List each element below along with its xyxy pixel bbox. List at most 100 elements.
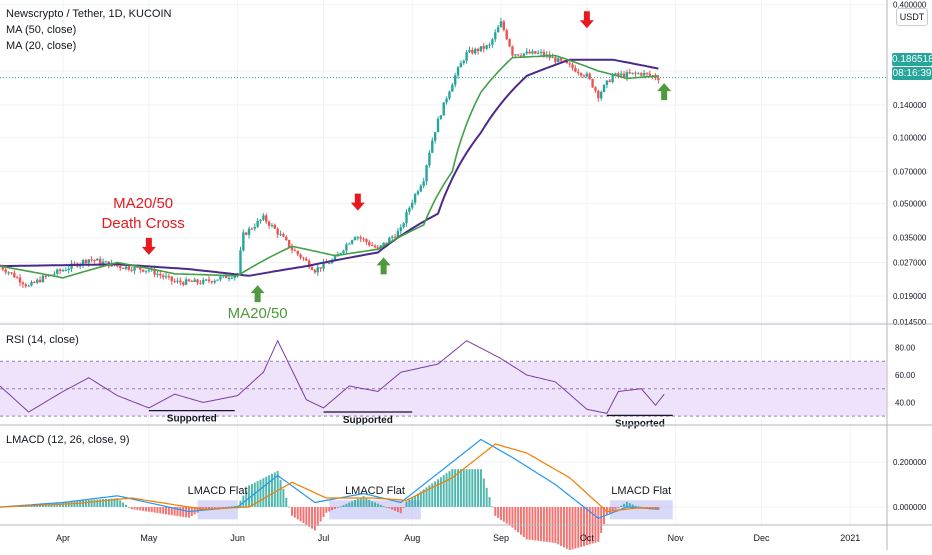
candle <box>557 57 560 63</box>
histogram-bar <box>657 507 660 510</box>
histogram-bar <box>147 507 150 512</box>
histogram-bar <box>153 507 156 513</box>
currency-button[interactable]: USDT <box>896 8 928 26</box>
histogram-bar <box>422 489 425 507</box>
candle-body <box>617 73 620 76</box>
candle-body <box>196 279 199 283</box>
candle <box>262 213 265 222</box>
histogram-bar <box>408 499 411 507</box>
candle <box>528 49 531 55</box>
histogram-bar <box>502 507 505 522</box>
candle <box>628 68 632 75</box>
candle-body <box>224 274 228 279</box>
supported-label: Supported <box>615 418 665 429</box>
histogram-bar <box>139 507 142 511</box>
histogram-bar <box>419 491 422 507</box>
candle-body <box>496 27 500 33</box>
candle-body <box>620 73 623 76</box>
candle-body <box>339 253 342 255</box>
candle-body <box>565 61 569 64</box>
candle <box>350 239 354 245</box>
ma20-legend[interactable]: MA (20, close) <box>6 40 77 52</box>
candle-body <box>345 244 348 251</box>
candle <box>617 71 620 79</box>
candle-body <box>462 60 465 64</box>
candle <box>353 236 357 241</box>
candle <box>574 65 577 73</box>
candle <box>599 90 603 101</box>
candle-body <box>204 279 208 281</box>
histogram-bar <box>571 507 574 550</box>
candle <box>167 273 171 280</box>
histogram-bar <box>207 507 210 509</box>
candle <box>433 132 437 144</box>
histogram-bar <box>308 507 311 527</box>
histogram-bar <box>110 498 113 507</box>
histogram-bar <box>173 507 176 516</box>
candle-body <box>33 282 36 284</box>
grid-layer <box>0 0 886 525</box>
candle <box>597 89 600 102</box>
candle-body <box>73 263 76 265</box>
candle-layer[interactable] <box>0 17 660 289</box>
candle <box>265 213 268 224</box>
candle-body <box>310 267 314 270</box>
candle <box>359 235 362 243</box>
histogram-bar <box>210 507 213 509</box>
candle <box>24 282 27 289</box>
symbol-legend[interactable]: Newscrypto / Tether, 1D, KUCOIN <box>6 8 172 20</box>
ma50-legend[interactable]: MA (50, close) <box>6 24 77 36</box>
histogram-bar <box>637 506 640 508</box>
price-tick-label: 0.400000 <box>893 1 927 10</box>
histogram-bar <box>50 503 53 507</box>
candle <box>439 114 443 121</box>
candle <box>279 230 282 237</box>
death-cross-label: Death Cross <box>101 215 184 232</box>
candle <box>164 272 168 280</box>
histogram-bar <box>228 506 231 508</box>
candle <box>10 272 13 275</box>
histogram-bar <box>465 469 468 507</box>
candle <box>539 49 543 57</box>
histogram-bar <box>391 507 394 510</box>
candle-body <box>210 281 214 283</box>
candle <box>405 209 408 227</box>
candle-body <box>413 194 417 203</box>
candle-body <box>585 73 589 77</box>
candle <box>468 46 471 53</box>
histogram-bar <box>245 490 248 507</box>
candle <box>345 242 348 255</box>
signal-line <box>0 443 659 513</box>
histogram-bar <box>557 507 560 545</box>
candle-body <box>597 90 600 99</box>
rsi-legend[interactable]: RSI (14, close) <box>6 334 79 346</box>
lmacd-line <box>0 438 659 519</box>
candle <box>577 68 580 76</box>
candle-body <box>390 236 394 238</box>
candle-body <box>53 273 56 275</box>
candle <box>250 227 254 230</box>
candle-body <box>525 51 528 54</box>
candle-body <box>104 261 108 263</box>
candle <box>173 278 176 284</box>
histogram-bar <box>167 507 170 515</box>
candle-body <box>44 275 48 277</box>
candle <box>605 80 609 89</box>
histogram-bar <box>399 507 402 514</box>
candle <box>41 273 45 283</box>
candle <box>313 268 317 274</box>
histogram-bar <box>313 507 316 531</box>
histogram-bar <box>276 471 279 507</box>
death-cross-label: MA20/50 <box>113 195 173 212</box>
candle <box>190 279 194 283</box>
histogram-bar <box>96 499 99 507</box>
lmacd-legend[interactable]: LMACD (12, 26, close, 9) <box>6 434 130 446</box>
candle-body <box>648 73 652 76</box>
candle <box>356 236 360 241</box>
candle <box>204 278 208 282</box>
candle-body <box>436 118 440 133</box>
histogram-bar <box>268 475 271 507</box>
candle-body <box>279 234 282 236</box>
candle <box>244 231 248 236</box>
candle-body <box>322 262 325 269</box>
